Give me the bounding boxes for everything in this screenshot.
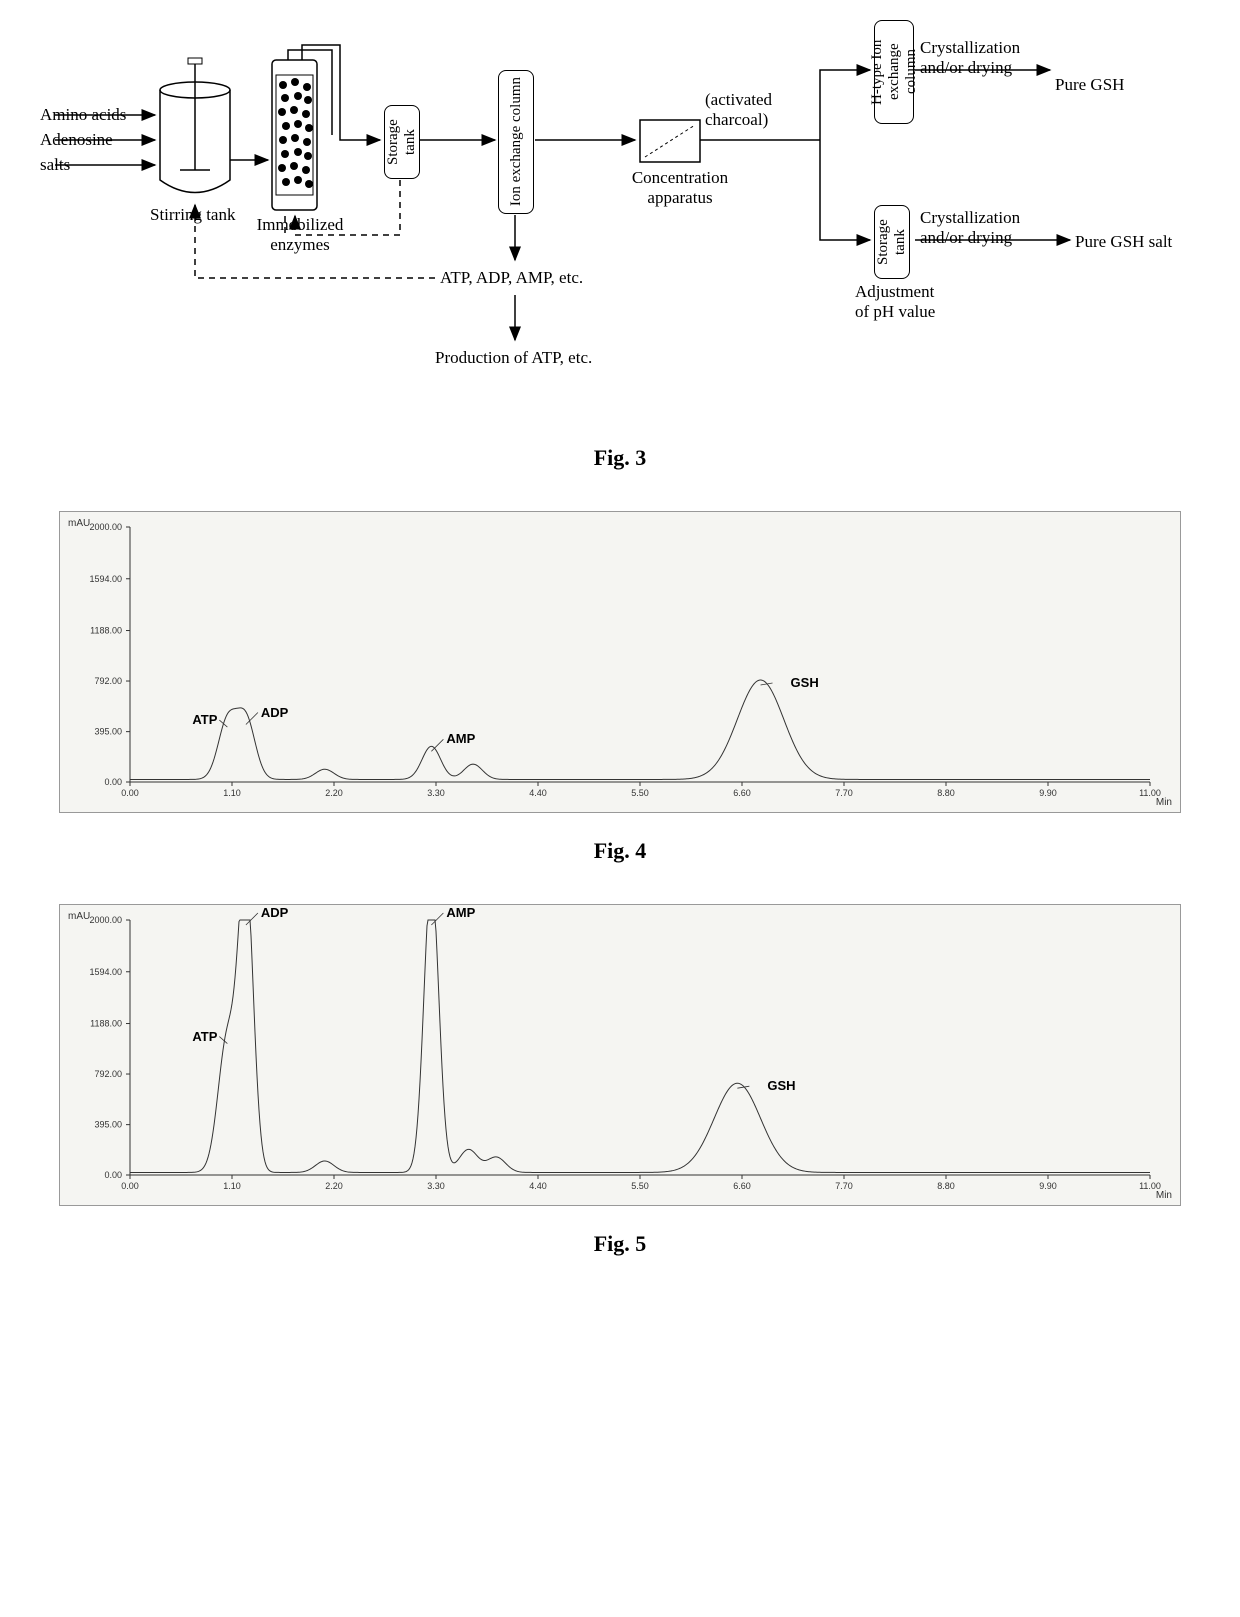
peak-label-adp: ADP — [261, 705, 288, 720]
pure-gsh-label: Pure GSH — [1055, 75, 1124, 95]
adjust-ph-label: Adjustmentof pH value — [855, 282, 975, 322]
ion-exchange-column: Ion exchange column — [498, 70, 534, 214]
svg-text:6.60: 6.60 — [733, 1181, 751, 1191]
peak-label-atp: ATP — [192, 1029, 217, 1044]
input-adenosine: Adenosine — [40, 130, 113, 150]
cryst-label-2: Crystallizationand/or drying — [920, 208, 1050, 248]
fig5-caption: Fig. 5 — [20, 1231, 1220, 1257]
peak-label-gsh: GSH — [767, 1078, 795, 1093]
svg-text:2000.00: 2000.00 — [89, 522, 122, 532]
svg-text:7.70: 7.70 — [835, 788, 853, 798]
svg-text:6.60: 6.60 — [733, 788, 751, 798]
peak-label-amp: AMP — [446, 731, 475, 746]
immobilized-enzymes-label: Immobilizedenzymes — [250, 215, 350, 255]
atp-adp-amp-label: ATP, ADP, AMP, etc. — [440, 268, 583, 288]
input-amino-acids: Amino acids — [40, 105, 126, 125]
svg-text:9.90: 9.90 — [1039, 1181, 1057, 1191]
svg-text:5.50: 5.50 — [631, 788, 649, 798]
svg-text:1.10: 1.10 — [223, 1181, 241, 1191]
storage-tank-1-label: Storage tank — [385, 106, 419, 178]
svg-text:0.00: 0.00 — [121, 1181, 139, 1191]
storage-tank-1: Storage tank — [384, 105, 420, 179]
peak-label-adp: ADP — [261, 905, 288, 920]
svg-text:3.30: 3.30 — [427, 1181, 445, 1191]
svg-text:1594.00: 1594.00 — [89, 967, 122, 977]
svg-text:1188.00: 1188.00 — [90, 626, 122, 636]
cryst-label-1: Crystallizationand/or drying — [920, 38, 1050, 78]
fig4-x-unit: Min — [1156, 797, 1172, 808]
svg-text:0.00: 0.00 — [104, 1170, 122, 1180]
h-col-label: H-type Ionexchange column — [869, 21, 920, 123]
prod-atp-label: Production of ATP, etc. — [435, 348, 592, 368]
storage-tank-2-label: Storage tank — [875, 206, 909, 278]
peak-label-gsh: GSH — [791, 675, 819, 690]
svg-text:8.80: 8.80 — [937, 1181, 955, 1191]
process-flow-diagram: Amino acids Adenosine salts Stirring tan… — [40, 20, 1200, 420]
svg-text:1594.00: 1594.00 — [89, 574, 122, 584]
svg-text:4.40: 4.40 — [529, 1181, 547, 1191]
fig5-y-unit: mAU — [68, 911, 90, 922]
fig4-y-unit: mAU — [68, 518, 90, 529]
charcoal-label: (activatedcharcoal) — [705, 90, 795, 130]
h-type-column: H-type Ionexchange column — [874, 20, 914, 124]
svg-text:7.70: 7.70 — [835, 1181, 853, 1191]
chromatogram-fig4: 0.00 395.00 792.00 1188.00 1594.00 2000.00 0.0… — [59, 511, 1181, 813]
svg-text:3.30: 3.30 — [427, 788, 445, 798]
svg-text:395.00: 395.00 — [94, 1120, 122, 1130]
stirring-tank-label: Stirring tank — [150, 205, 235, 225]
storage-tank-2: Storage tank — [874, 205, 910, 279]
peak-label-amp: AMP — [446, 905, 475, 920]
svg-text:9.90: 9.90 — [1039, 788, 1057, 798]
svg-text:5.50: 5.50 — [631, 1181, 649, 1191]
svg-text:2.20: 2.20 — [325, 1181, 343, 1191]
svg-text:1.10: 1.10 — [223, 788, 241, 798]
svg-text:2.20: 2.20 — [325, 788, 343, 798]
svg-text:4.40: 4.40 — [529, 788, 547, 798]
pure-gsh-salt-label: Pure GSH salt — [1075, 232, 1172, 252]
svg-text:792.00: 792.00 — [94, 1069, 122, 1079]
input-salts: salts — [40, 155, 70, 175]
fig3-caption: Fig. 3 — [20, 445, 1220, 471]
svg-text:395.00: 395.00 — [94, 727, 122, 737]
svg-text:792.00: 792.00 — [94, 676, 122, 686]
svg-text:1188.00: 1188.00 — [90, 1019, 122, 1029]
svg-text:0.00: 0.00 — [121, 788, 139, 798]
peak-label-atp: ATP — [192, 712, 217, 727]
concentration-label: Concentrationapparatus — [620, 168, 740, 208]
svg-text:0.00: 0.00 — [104, 777, 122, 787]
chromatogram-fig5: 0.00 395.00 792.00 1188.00 1594.00 2000.00 0.0… — [59, 904, 1181, 1206]
fig5-x-unit: Min — [1156, 1190, 1172, 1201]
svg-text:8.80: 8.80 — [937, 788, 955, 798]
fig4-caption: Fig. 4 — [20, 838, 1220, 864]
ion-col-label: Ion exchange column — [508, 77, 525, 206]
svg-text:2000.00: 2000.00 — [89, 915, 122, 925]
